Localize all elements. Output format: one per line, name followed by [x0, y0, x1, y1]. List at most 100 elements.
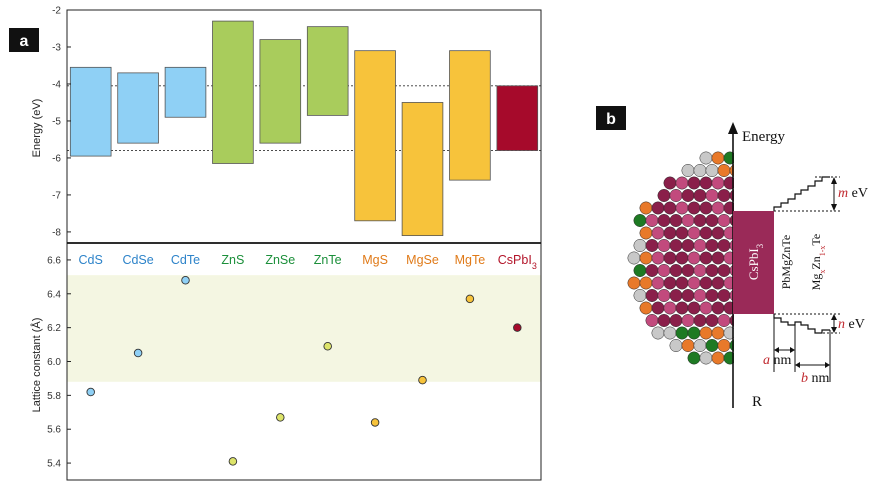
atom: [639, 301, 653, 315]
atom: [717, 339, 731, 352]
atom: [663, 301, 677, 315]
atom: [639, 251, 653, 265]
energy-ytick-label-3: -5: [52, 116, 61, 127]
energy-bar-mgs: [354, 50, 396, 222]
atom: [693, 339, 707, 352]
atom: [681, 214, 695, 227]
atom: [669, 189, 683, 202]
panel-b-badge-label: b: [606, 111, 616, 128]
category-label-cdte: CdTe: [171, 253, 200, 267]
atom: [675, 276, 689, 290]
panel-a-badge: [9, 28, 39, 52]
atom: [627, 251, 641, 265]
energy-ytick-label-0: -2: [52, 6, 61, 17]
category-label-cds: CdS: [79, 253, 103, 267]
lattice-ytick-label-4: 6.2: [47, 323, 61, 334]
atom: [651, 251, 665, 265]
atom: [645, 239, 659, 252]
lattice-point-zns: [228, 457, 238, 466]
atom: [663, 201, 677, 215]
lattice-ytick-label-6: 6.6: [47, 255, 61, 266]
atom: [663, 176, 677, 190]
atom: [687, 301, 701, 315]
atom: [639, 276, 653, 290]
atom: [723, 151, 734, 165]
atom: [693, 214, 707, 227]
lattice-point-cds: [86, 387, 95, 397]
atom: [657, 264, 671, 277]
atom: [669, 339, 683, 352]
atom: [711, 151, 725, 165]
atom: [675, 201, 689, 215]
atom: [717, 289, 731, 302]
conduction-band-steps: [773, 176, 830, 211]
atom: [651, 276, 665, 290]
atom: [675, 326, 689, 340]
atom: [657, 214, 671, 227]
energy-bar-mgte: [449, 50, 491, 181]
energy-ytick-label-2: -4: [52, 79, 61, 90]
atom: [687, 176, 701, 190]
atom: [651, 301, 665, 315]
energy-bar-cspbi3: [496, 85, 539, 151]
category-label-cspbi3: CsPbI3: [498, 253, 537, 271]
energy-axis-label: Energy: [742, 129, 786, 145]
energy-ytick-label-5: -7: [52, 190, 61, 201]
atom: [717, 264, 731, 277]
atom: [705, 264, 719, 277]
energy-bar-mgse: [401, 102, 444, 237]
m-arrowhead-up: [831, 177, 837, 184]
atom: [711, 326, 725, 340]
atom: [657, 189, 671, 202]
category-label-mgs: MgS: [362, 253, 388, 267]
energy-bar-zns: [212, 20, 254, 164]
energy-ytick-label-1: -3: [52, 42, 61, 53]
atom: [723, 351, 734, 365]
atom: [711, 276, 725, 290]
lattice-ytick-label-0: 5.4: [47, 459, 61, 470]
lattice-ytick-label-5: 6.4: [47, 289, 61, 300]
atom: [687, 351, 701, 365]
panel-a-badge-label: a: [20, 33, 29, 50]
atom: [699, 151, 713, 165]
category-label-znse: ZnSe: [265, 253, 295, 267]
energy-bar-cds: [69, 66, 112, 157]
atom: [711, 176, 725, 190]
atom: [633, 214, 647, 227]
atom: [729, 189, 734, 202]
atom: [723, 301, 734, 315]
atom: [687, 276, 701, 290]
atom: [669, 314, 683, 327]
energy-bar-cdte: [164, 66, 207, 118]
a-arrowhead-left: [774, 347, 779, 353]
atom: [711, 351, 725, 365]
atom: [657, 239, 671, 252]
atom: [699, 301, 713, 315]
atom: [663, 276, 677, 290]
atom: [705, 214, 719, 227]
atom: [645, 314, 659, 327]
atom: [717, 314, 731, 327]
atom: [705, 189, 719, 202]
atom: [693, 264, 707, 277]
atom: [687, 251, 701, 265]
atom: [723, 201, 734, 215]
atom: [639, 226, 653, 240]
category-label-znte: ZnTe: [314, 253, 342, 267]
category-label-cdse: CdSe: [122, 253, 153, 267]
atom: [699, 226, 713, 240]
energy-bar-znte: [306, 26, 349, 116]
atom: [633, 289, 647, 302]
core-band-label: CsPbI3: [746, 243, 765, 280]
lattice-point-znse: [276, 413, 285, 422]
nanocrystal-atoms: [627, 151, 734, 365]
atom: [681, 289, 695, 302]
lattice-point-cdse: [133, 348, 143, 358]
b-arrowhead-left: [795, 362, 800, 368]
atom: [699, 326, 713, 340]
lattice-point-cspbi3: [513, 323, 522, 332]
atom: [699, 351, 713, 365]
atom: [633, 239, 647, 252]
category-label-mgte: MgTe: [455, 253, 486, 267]
